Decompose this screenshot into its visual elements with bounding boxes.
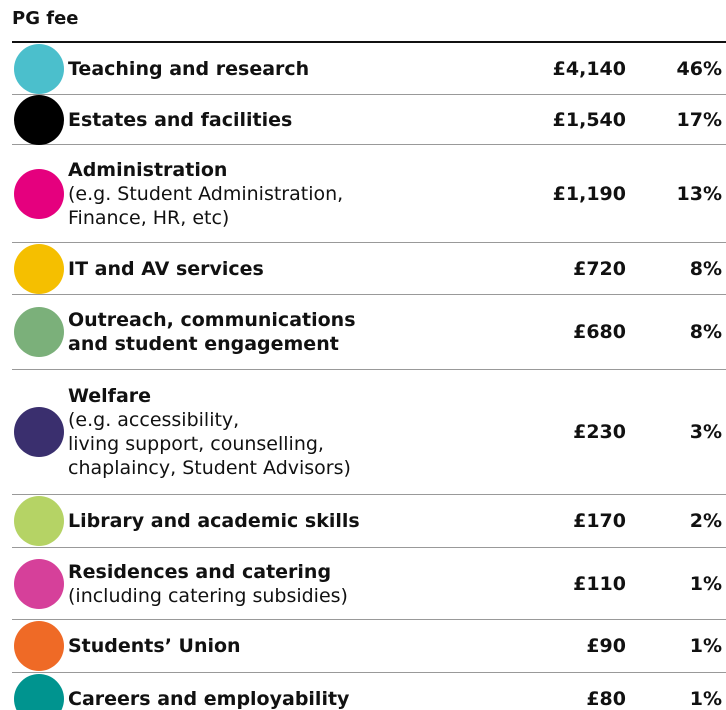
color-dot: [14, 168, 64, 219]
color-dot: [14, 307, 64, 357]
percent: 13%: [676, 182, 722, 205]
amount: £230: [573, 421, 626, 443]
row-label: Careers and employability: [68, 687, 426, 710]
table-row: Library and academic skills £170 2%: [12, 495, 726, 548]
amount: £680: [573, 321, 626, 343]
header-rule: [12, 41, 726, 43]
color-dot: [14, 43, 64, 94]
percent: 46%: [676, 57, 722, 80]
table-row: Teaching and research £4,140 46%: [12, 43, 726, 95]
row-name: Administration: [68, 158, 228, 181]
row-name: Outreach, communications: [68, 309, 356, 331]
table-row: Welfare (e.g. accessibility, living suppor…: [12, 370, 726, 495]
table-row: Students’ Union £90 1%: [12, 620, 726, 673]
percent: 17%: [676, 108, 722, 131]
row-name: Residences and catering: [68, 560, 332, 583]
table-row: Outreach, communications and student enga…: [12, 295, 726, 370]
amount: £1,190: [552, 182, 626, 205]
percent: 2%: [689, 510, 722, 532]
row-name: Careers and employability: [68, 688, 350, 710]
row-name: and student engagement: [68, 333, 339, 355]
percent: 1%: [689, 688, 722, 710]
color-dot: [14, 496, 64, 546]
amount: £1,540: [552, 108, 626, 131]
row-note: living support, counselling,: [68, 433, 324, 455]
row-label: Residences and catering (including cateri…: [68, 560, 426, 608]
row-name: Teaching and research: [68, 57, 310, 80]
amount: £110: [573, 572, 626, 595]
percent: 1%: [689, 635, 722, 657]
row-note: (e.g. Student Administration,: [68, 182, 344, 205]
row-name: Library and academic skills: [68, 510, 360, 532]
table: Teaching and research £4,140 46% Estates an…: [12, 43, 726, 710]
amount: £90: [586, 635, 626, 657]
amount: £80: [586, 688, 626, 710]
row-label: Library and academic skills: [68, 509, 426, 533]
row-label: Students’ Union: [68, 634, 426, 658]
color-dot: [14, 674, 64, 710]
row-label: Welfare (e.g. accessibility, living suppor…: [68, 384, 426, 480]
row-name: Students’ Union: [68, 635, 241, 657]
row-label: Outreach, communications and student enga…: [68, 308, 426, 356]
row-name: IT and AV services: [68, 257, 264, 280]
color-dot: [14, 94, 64, 145]
amount: £720: [573, 257, 626, 280]
row-note: Finance, HR, etc): [68, 206, 230, 229]
amount: £170: [573, 510, 626, 532]
table-row: Careers and employability £80 1%: [12, 673, 726, 710]
row-label: Administration (e.g. Student Administrati…: [68, 158, 426, 230]
table-row: IT and AV services £720 8%: [12, 243, 726, 295]
row-note: (e.g. accessibility,: [68, 409, 240, 431]
row-note: (including catering subsidies): [68, 584, 348, 607]
color-dot: [14, 558, 64, 609]
row-name: Estates and facilities: [68, 108, 293, 131]
percent: 8%: [689, 321, 722, 343]
color-dot: [14, 243, 64, 294]
percent: 1%: [689, 572, 722, 595]
row-label: IT and AV services: [68, 257, 426, 281]
table-title: PG fee: [12, 8, 79, 29]
color-dot: [14, 621, 64, 671]
table-row: Administration (e.g. Student Administrati…: [12, 145, 726, 243]
amount: £4,140: [552, 57, 626, 80]
color-dot: [14, 407, 64, 457]
row-label: Estates and facilities: [68, 108, 426, 132]
percent: 3%: [689, 421, 722, 443]
row-note: chaplaincy, Student Advisors): [68, 457, 351, 479]
percent: 8%: [689, 257, 722, 280]
row-label: Teaching and research: [68, 57, 426, 81]
row-name: Welfare: [68, 385, 152, 407]
table-row: Estates and facilities £1,540 17%: [12, 94, 726, 145]
table-row: Residences and catering (including cateri…: [12, 548, 726, 620]
